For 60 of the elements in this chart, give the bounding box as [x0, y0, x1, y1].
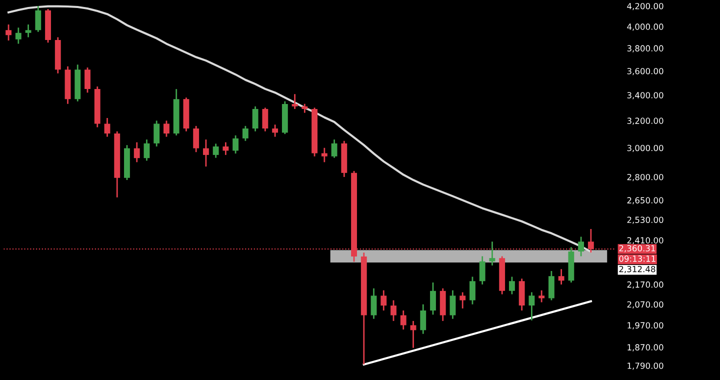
candlestick [460, 292, 466, 310]
y-tick-label: 1,790.00 [628, 362, 664, 370]
y-tick-label: 2,650.00 [627, 197, 664, 204]
y-tick-label: 2,530.00 [627, 216, 664, 224]
ref-line-label: 2,360.31 [619, 245, 655, 252]
candlestick [450, 290, 456, 320]
candlestick [212, 142, 219, 159]
y-tick-label: 2,800.00 [627, 174, 664, 182]
candlestick [193, 125, 200, 153]
y-tick-label: 1,970.00 [628, 322, 664, 330]
candlestick [252, 106, 258, 132]
candlestick [578, 236, 584, 257]
candlestick [508, 276, 515, 295]
y-tick-label: 4,200.00 [627, 2, 664, 10]
y-tick-label: 2,410.00 [627, 237, 664, 244]
candlestick [400, 310, 406, 330]
candlestick [222, 142, 229, 156]
candlestick [15, 26, 22, 44]
candlestick [242, 125, 248, 142]
candlestick [538, 290, 545, 303]
candlestick [164, 120, 170, 138]
candlestick [331, 138, 338, 159]
candlestick [470, 276, 476, 306]
candlestick [479, 256, 486, 286]
candlestick [104, 117, 110, 138]
candlestick [202, 138, 209, 168]
text: 09:13:11 [619, 256, 656, 262]
candlestick [528, 292, 535, 322]
candlestick [262, 106, 268, 132]
y-tick-label: 3,200.00 [627, 118, 664, 125]
y-tick-label: 3,800.00 [627, 45, 664, 52]
candlestick [154, 120, 160, 148]
line-series [7, 5, 592, 253]
candlestick [25, 24, 32, 38]
candlestick [6, 24, 12, 42]
y-tick-label: 3,400.00 [627, 92, 664, 100]
candlestick [420, 304, 426, 335]
candlestick [232, 134, 239, 154]
y-tick-label: 4,000.00 [627, 24, 664, 31]
candlestick [292, 93, 298, 110]
candlestick [35, 5, 42, 33]
y-tick-label: 2,070.00 [627, 301, 664, 308]
y-tick-label: 1,870.00 [628, 344, 664, 352]
candlestick [430, 282, 436, 316]
y-tick-label: 3,600.00 [627, 68, 664, 76]
candlestick [390, 300, 396, 322]
candlestick [548, 270, 554, 301]
candlestick [489, 240, 496, 266]
candlestick [84, 66, 90, 94]
candlestick [321, 147, 328, 163]
y-tick-label: 2,170.00 [627, 281, 664, 289]
y-tick-label: 3,000.00 [627, 144, 664, 152]
candlestick [272, 124, 278, 138]
candlestick [410, 320, 416, 349]
candlestick [134, 142, 140, 163]
text: 2,312.48 [619, 266, 656, 274]
candlestick [558, 268, 564, 286]
candlestick [144, 138, 150, 162]
candlestick [370, 288, 377, 320]
candlestick [380, 290, 387, 312]
